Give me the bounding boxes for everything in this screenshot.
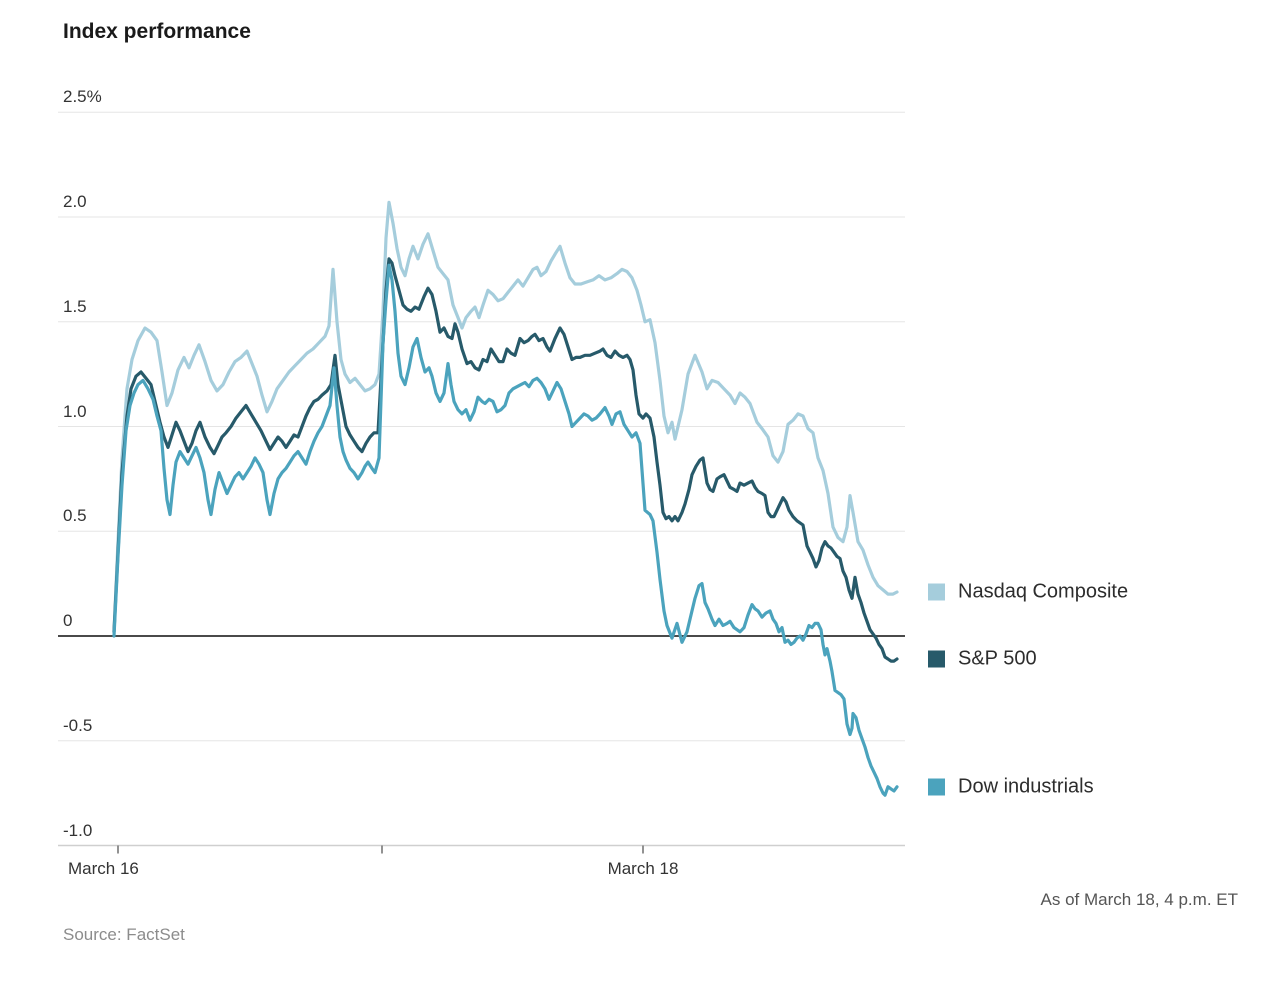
legend-item-dow: Dow industrials (928, 776, 1094, 799)
y-axis-label: -1.0 (63, 820, 93, 840)
legend-item-nasdaq: Nasdaq Composite (928, 581, 1128, 604)
legend-label: S&P 500 (958, 647, 1037, 670)
y-axis-label: 2.5% (63, 87, 102, 107)
x-axis-label: March 18 (607, 859, 679, 878)
y-axis-label: 0 (63, 611, 73, 630)
legend-item-sp500: S&P 500 (928, 648, 1037, 671)
legend-label: Nasdaq Composite (958, 580, 1129, 603)
source-note: Source: FactSet (63, 925, 185, 944)
as-of-note: As of March 18, 4 p.m. ET (1040, 890, 1238, 909)
y-axis-label: 1.0 (63, 401, 87, 421)
x-axis-label: March 16 (68, 859, 139, 878)
dow-line (112, 263, 899, 797)
legend-swatch-sp500 (928, 650, 945, 668)
sp500-line (112, 257, 899, 663)
y-axis-label: -0.5 (63, 715, 93, 735)
legend-swatch-nasdaq (928, 583, 945, 601)
legend-label: Dow industrials (958, 775, 1094, 798)
y-axis-label: 2.0 (63, 192, 87, 211)
y-axis-label: 0.5 (63, 506, 87, 526)
nasdaq-line (112, 200, 899, 634)
legend-swatch-dow (928, 778, 945, 796)
chart-title: Index performance (63, 20, 251, 43)
y-axis-label: 1.5 (63, 296, 87, 316)
